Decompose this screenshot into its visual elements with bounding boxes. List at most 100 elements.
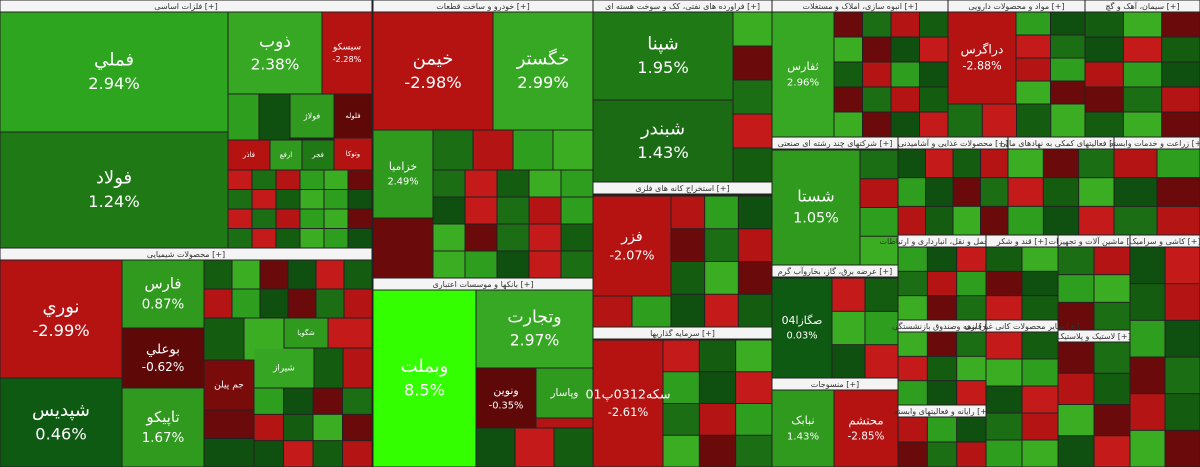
stock-tile[interactable] (497, 251, 529, 278)
stock-tile[interactable] (860, 236, 898, 265)
stock-tile[interactable] (733, 148, 772, 182)
stock-tile[interactable] (284, 414, 313, 441)
stock-tile[interactable] (1123, 62, 1162, 87)
stock-tile[interactable] (254, 414, 284, 441)
stock-tile[interactable] (497, 224, 529, 251)
sector-header[interactable] (1058, 235, 1130, 247)
stock-tile[interactable] (254, 348, 314, 388)
stock-tile[interactable] (1130, 284, 1165, 320)
stock-tile[interactable] (348, 229, 372, 248)
stock-tile[interactable] (276, 209, 300, 229)
stock-tile[interactable] (705, 196, 738, 229)
stock-tile[interactable] (1022, 413, 1058, 440)
stock-tile[interactable] (1058, 302, 1094, 330)
stock-tile[interactable] (834, 37, 863, 62)
stock-tile[interactable] (832, 345, 865, 378)
stock-tile[interactable] (288, 260, 316, 289)
stock-tile[interactable] (1008, 149, 1043, 178)
sector-header[interactable] (1008, 137, 1114, 149)
stock-tile[interactable] (926, 149, 953, 178)
stock-tile[interactable] (324, 190, 348, 209)
stock-tile[interactable] (1079, 206, 1114, 235)
sector-header[interactable] (373, 278, 593, 290)
sector-title[interactable]: فعالیتهای کمکی به نهادهای مالی [+] (1000, 139, 1122, 148)
stock-tile[interactable] (1022, 359, 1058, 386)
sector-title[interactable]: استخراج کانه های فلزی [+] (635, 184, 729, 193)
stock-tile[interactable] (736, 340, 772, 372)
stock-tile[interactable] (986, 296, 1022, 320)
stock-tile[interactable] (254, 388, 284, 414)
sector-header[interactable] (898, 137, 1008, 149)
stock-tile[interactable] (1094, 373, 1130, 404)
stock-tile[interactable] (957, 381, 986, 405)
stock-tile[interactable] (699, 435, 736, 467)
stock-tile[interactable] (1008, 178, 1043, 206)
stock-tile[interactable] (772, 390, 834, 467)
stock-tile[interactable] (465, 170, 497, 197)
stock-tile[interactable] (593, 12, 733, 100)
stock-tile[interactable] (1058, 342, 1094, 373)
stock-tile[interactable] (898, 271, 927, 296)
sector-header[interactable] (772, 0, 948, 12)
stock-tile[interactable] (898, 356, 927, 381)
stock-tile[interactable] (1094, 342, 1130, 373)
sector-header[interactable] (1085, 0, 1200, 12)
stock-tile[interactable] (343, 348, 372, 388)
stock-tile[interactable] (957, 417, 986, 442)
stock-tile[interactable] (1008, 206, 1043, 235)
stock-tile[interactable] (1114, 178, 1157, 206)
stock-tile[interactable] (290, 94, 334, 138)
stock-tile[interactable] (344, 260, 372, 289)
stock-tile[interactable] (927, 442, 957, 467)
sector-title[interactable]: شرکتهای چند رشته ای صنعتی [+] (778, 139, 893, 148)
stock-tile[interactable] (1165, 320, 1200, 357)
stock-tile[interactable] (663, 404, 699, 435)
stock-tile[interactable] (343, 414, 372, 441)
stock-tile[interactable] (1022, 247, 1058, 271)
stock-tile[interactable] (948, 12, 1016, 104)
stock-tile[interactable] (772, 150, 860, 265)
stock-tile[interactable] (1051, 35, 1085, 58)
stock-tile[interactable] (1058, 436, 1094, 467)
stock-tile[interactable] (1130, 430, 1165, 467)
sector-title[interactable]: محصولات غذایی و آشامیدنی [+] (898, 138, 1008, 148)
sector-title[interactable]: بیمه وصندوق بازنشستگی [+] (892, 321, 992, 331)
stock-tile[interactable] (1094, 302, 1130, 330)
stock-tile[interactable] (433, 130, 473, 170)
stock-tile[interactable] (986, 359, 1022, 386)
stock-tile[interactable] (927, 356, 957, 381)
stock-tile[interactable] (863, 12, 891, 37)
stock-tile[interactable] (981, 206, 1008, 235)
sector-title[interactable]: ماشین آلات و تجهیزات [+] (1049, 236, 1140, 246)
stock-tile[interactable] (373, 290, 476, 467)
stock-tile[interactable] (314, 348, 343, 388)
stock-tile[interactable] (561, 170, 593, 197)
stock-tile[interactable] (705, 262, 738, 294)
stock-tile[interactable] (891, 62, 920, 87)
stock-tile[interactable] (927, 296, 957, 320)
sector-header[interactable] (772, 137, 898, 149)
stock-tile[interactable] (663, 340, 699, 372)
stock-tile[interactable] (228, 12, 322, 94)
stock-tile[interactable] (328, 318, 372, 348)
sector-title[interactable]: فراورده های نفتی، کک و سوخت هسته ای [+] (605, 2, 760, 11)
sector-title[interactable]: رایانه و فعالیتهای وابسته [+] (894, 407, 990, 416)
stock-tile[interactable] (1123, 112, 1162, 137)
sector-header[interactable] (898, 235, 986, 247)
stock-tile[interactable] (705, 294, 738, 327)
stock-tile[interactable] (228, 190, 252, 209)
stock-tile[interactable] (891, 37, 920, 62)
stock-tile[interactable] (204, 360, 254, 410)
stock-tile[interactable] (671, 229, 705, 261)
stock-tile[interactable] (373, 12, 493, 130)
stock-tile[interactable] (561, 197, 593, 224)
stock-tile[interactable] (953, 206, 981, 235)
stock-tile[interactable] (254, 441, 284, 467)
stock-tile[interactable] (316, 289, 344, 318)
stock-tile[interactable] (920, 62, 948, 87)
stock-tile[interactable] (373, 130, 433, 218)
stock-tile[interactable] (554, 428, 593, 467)
stock-tile[interactable] (433, 224, 465, 251)
stock-tile[interactable] (699, 404, 736, 435)
stock-tile[interactable] (473, 130, 513, 170)
